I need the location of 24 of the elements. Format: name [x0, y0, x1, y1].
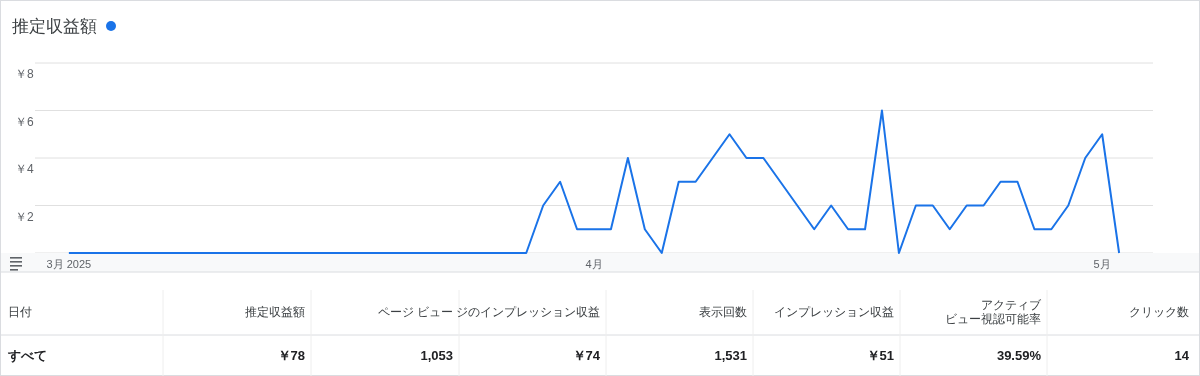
y-tick-label: ￥4: [15, 162, 34, 176]
text: アクティブビュー視認可能率: [945, 298, 1042, 326]
text: すべて: [7, 348, 47, 363]
text: ￥74: [572, 348, 601, 363]
text: 日付: [8, 305, 32, 319]
x-tick-label: 3月 2025: [46, 258, 92, 270]
text: 1,531: [714, 348, 747, 363]
y-tick-label: ￥6: [15, 114, 34, 129]
text: ￥78: [277, 348, 305, 363]
text: 表示回数: [699, 305, 747, 319]
text: 39.59%: [996, 348, 1042, 363]
text: クリック数: [1129, 305, 1189, 319]
x-tick-label: 4月: [585, 258, 603, 270]
text: インプレッション収益: [774, 305, 894, 319]
y-tick-label: ￥8: [15, 67, 34, 81]
text: ￥51: [866, 348, 894, 363]
x-tick-label: 5月: [1093, 258, 1111, 270]
y-tick-label: ￥2: [15, 209, 34, 224]
text: ジのインプレッション収益: [456, 305, 600, 319]
text: ページ ビュー: [377, 305, 453, 319]
text: 14: [1174, 348, 1190, 363]
text: 1,053: [420, 348, 453, 363]
text: 推定収益額: [245, 305, 305, 319]
chart-title: 推定収益額: [12, 17, 97, 36]
